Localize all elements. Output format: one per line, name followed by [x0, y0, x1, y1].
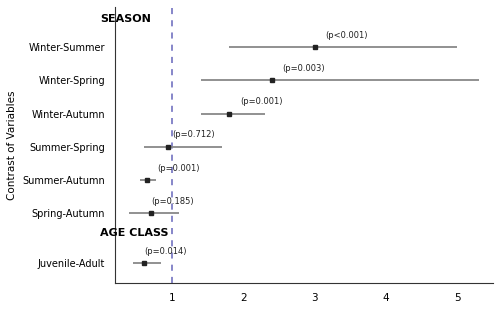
- Text: (p=0.014): (p=0.014): [144, 247, 186, 256]
- Text: (p=0.001): (p=0.001): [240, 97, 282, 106]
- Text: (p=0.003): (p=0.003): [282, 64, 325, 73]
- Text: AGE CLASS: AGE CLASS: [100, 228, 168, 238]
- Text: (p=0.712): (p=0.712): [172, 131, 214, 140]
- Text: SEASON: SEASON: [100, 14, 151, 24]
- Y-axis label: Contrast of Variables: Contrast of Variables: [7, 91, 17, 200]
- Text: (p=0.001): (p=0.001): [157, 164, 200, 173]
- Text: (p=0.185): (p=0.185): [152, 197, 194, 206]
- Text: (p<0.001): (p<0.001): [326, 31, 368, 40]
